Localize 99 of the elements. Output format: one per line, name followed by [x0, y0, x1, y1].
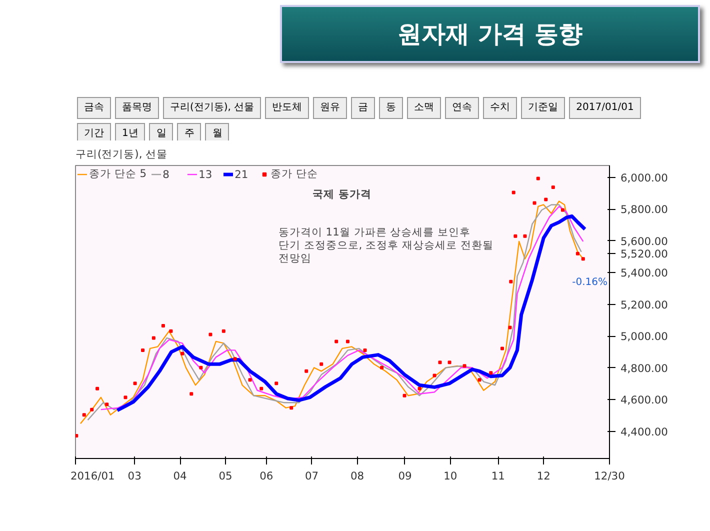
text: 월	[205, 123, 230, 145]
point	[260, 386, 264, 390]
chart-subtitle: 구리(전기동), 선물	[76, 148, 168, 160]
point	[508, 326, 512, 330]
text: 원유	[313, 97, 348, 119]
point	[581, 257, 585, 261]
point	[180, 352, 184, 356]
point	[536, 176, 540, 180]
x-tick-label: 08	[350, 470, 364, 482]
x-tick-label: 06	[260, 470, 274, 482]
point	[133, 382, 137, 386]
point	[560, 208, 564, 212]
x-tick-label: 12	[536, 470, 550, 482]
annotation: 단기 조정중으로, 조정후 재상승세로 전환될	[278, 238, 494, 252]
y-tick-label: 5,000.00	[620, 330, 668, 344]
point	[448, 360, 452, 364]
point	[523, 234, 527, 238]
legend-label: 13	[198, 168, 214, 180]
x-tick-label: 07	[305, 470, 319, 482]
x-tick-label: 04	[173, 470, 188, 482]
text: 연속	[445, 97, 480, 119]
point	[334, 340, 338, 344]
point	[304, 369, 308, 373]
x-tick-label: 10	[444, 470, 458, 482]
point	[489, 371, 493, 375]
point	[208, 332, 212, 336]
point	[432, 374, 436, 378]
y-tick-label: 5,520.00	[620, 248, 668, 261]
point	[544, 198, 548, 202]
text: 2017/01/01	[569, 97, 641, 119]
y-tick-label: 5,200.00	[620, 298, 668, 312]
point	[532, 201, 536, 205]
point	[274, 382, 278, 386]
x-tick-label: 2016/01	[70, 470, 115, 482]
point	[363, 348, 367, 352]
point	[512, 190, 516, 194]
point	[248, 378, 252, 382]
point	[82, 413, 86, 417]
point	[576, 252, 580, 256]
y-tick-label: 4,400.00	[620, 426, 668, 439]
y-tick-label: 5,800.00	[620, 203, 668, 216]
point	[346, 340, 350, 344]
text: 구리(전기동), 선물	[163, 97, 262, 119]
point	[90, 408, 94, 412]
y-tick-label: 4,800.00	[620, 362, 668, 375]
point	[233, 357, 237, 361]
point	[199, 366, 203, 370]
point	[380, 366, 384, 370]
point	[514, 234, 518, 238]
point	[509, 280, 513, 284]
point	[551, 186, 555, 190]
annotation: 전망임	[278, 252, 312, 265]
point	[500, 346, 504, 350]
text: 수치	[483, 97, 518, 119]
x-tick-label: 05	[218, 470, 232, 482]
text: 소맥	[407, 97, 442, 119]
y-tick-label: 6,000.00	[620, 171, 668, 184]
point	[290, 406, 294, 410]
text: 기준일	[521, 97, 566, 119]
text: 일	[149, 123, 174, 145]
text: 주	[177, 123, 202, 145]
text: 기간	[77, 123, 111, 145]
point	[169, 329, 173, 333]
text: 동	[379, 97, 404, 119]
text: 반도체	[265, 97, 310, 119]
point	[462, 364, 466, 368]
chart-title: 원자재 가격 동향	[280, 5, 700, 64]
text: 금	[351, 97, 376, 119]
point	[152, 336, 156, 340]
point	[478, 378, 482, 382]
point	[438, 360, 442, 364]
point	[402, 394, 406, 398]
legend-label: 종가 단순	[270, 167, 318, 181]
annotation: 동가격이 11월 가파른 상승세를 보인후	[278, 226, 471, 239]
legend-label: 8	[162, 168, 170, 180]
x-tick-label: 09	[398, 470, 412, 482]
point	[190, 392, 194, 396]
point	[124, 396, 128, 400]
legend-label: 21	[234, 168, 250, 180]
point	[161, 324, 165, 328]
point	[105, 402, 109, 406]
x-tick-label: 03	[128, 470, 142, 482]
point	[76, 434, 78, 438]
annotation: 국제 동가격	[312, 188, 372, 201]
y-tick-label: 5,400.00	[620, 266, 668, 280]
point	[222, 329, 226, 333]
y-tick-label: 5,600.00	[620, 234, 668, 248]
x-tick-label: 12/30	[594, 470, 626, 482]
point	[418, 386, 422, 390]
x-tick-label: 11	[491, 470, 505, 482]
point	[96, 386, 100, 390]
annotation: -0.16%	[572, 277, 608, 288]
y-tick-label: 4,600.00	[620, 394, 668, 407]
text: 품목명	[115, 97, 159, 119]
text: 금속	[77, 97, 111, 119]
text: 1년	[115, 123, 146, 145]
point	[141, 348, 145, 352]
legend-label: 종가 단순 5	[89, 167, 147, 181]
point	[320, 362, 324, 366]
